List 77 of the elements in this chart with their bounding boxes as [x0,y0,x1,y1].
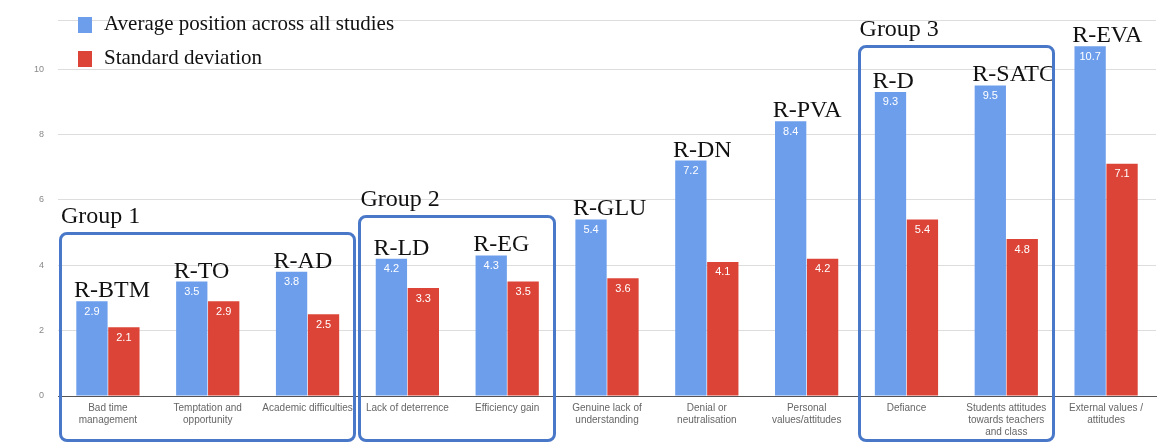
bar [1074,46,1106,396]
data-label: 7.2 [683,164,699,177]
data-label: 3.8 [283,275,300,288]
data-label: 10.7 [1079,49,1101,62]
x-tick-label: External values / attitudes [1069,401,1144,425]
bar [108,327,140,396]
bar [707,261,739,396]
bar [307,314,340,396]
annotation: R-EG [473,230,530,257]
bar [375,258,408,396]
annotation: R-LD [373,233,430,260]
annotation: R-AD [273,246,333,273]
annotation: R-DN [672,135,732,162]
legend-label: Average position across all studies [104,10,395,35]
x-tick-label: Temptation and opportunity [173,401,242,425]
x-tick-label: Genuine lack of understanding [572,401,642,425]
data-label: 3.3 [415,291,431,304]
data-label: 2.5 [315,317,332,330]
annotation: Group 2 [360,185,440,213]
bar [176,281,208,396]
x-tick-label: Students attitudes towards teachers and class [966,401,1047,437]
x-tick-label: Bad time management [78,401,138,425]
data-label: 5.4 [914,222,931,235]
bar [208,301,240,396]
bar [76,301,108,396]
x-tick-label: Denial or neutralisation [677,401,737,425]
bar [1006,239,1038,396]
bar [607,278,639,396]
annotation: R-TO [173,256,230,283]
x-tick-label: Lack of deterrence [365,401,450,413]
data-label: 2.9 [216,304,232,317]
bar [974,85,1006,396]
x-tick-label: Personal values/attitudes [771,401,842,425]
annotation: R-PVA [772,96,843,123]
data-label: 9.3 [882,95,899,108]
bar [1106,163,1138,396]
annotation: R-EVA [1072,21,1144,48]
annotation: R-SATC [972,60,1056,87]
y-tick-label: 4 [39,259,45,270]
bar [507,281,539,396]
bar [675,160,707,396]
bar [407,288,439,396]
annotation: Group 1 [61,201,141,229]
bar [575,219,607,396]
annotation: R-BTM [73,276,150,303]
data-label: 8.4 [783,124,799,137]
data-label: 7.1 [1114,167,1130,180]
data-label: 4.2 [814,262,831,275]
x-tick-label: Efficiency gain [475,401,540,413]
data-label: 4.2 [383,262,400,275]
y-tick-label: 2 [39,325,45,336]
data-label: 9.5 [982,88,998,101]
bar [775,121,807,396]
legend-label: Standard deviation [104,44,263,69]
annotation: Group 3 [859,15,939,43]
x-tick-label: Academic difficulties [262,401,353,413]
bar [475,255,507,396]
data-label: 3.5 [515,285,531,298]
y-tick-label: 0 [39,390,45,401]
annotation: R-D [872,66,914,93]
data-label: 3.5 [184,285,200,298]
y-tick-label: 10 [34,63,45,74]
x-tick-label: Defiance [886,401,927,413]
data-label: 4.8 [1014,242,1030,255]
data-label: 2.1 [116,330,132,343]
bar [275,271,308,396]
data-label: 3.6 [615,281,631,294]
y-tick-label: 8 [39,128,45,139]
bar [806,258,839,396]
data-label: 4.3 [483,258,499,271]
data-label: 5.4 [583,222,599,235]
bar [874,91,907,396]
annotation: R-GLU [573,194,647,221]
data-label: 2.9 [84,304,100,317]
y-tick-label: 6 [39,194,45,205]
data-label: 4.1 [715,265,731,278]
bar [906,219,939,396]
